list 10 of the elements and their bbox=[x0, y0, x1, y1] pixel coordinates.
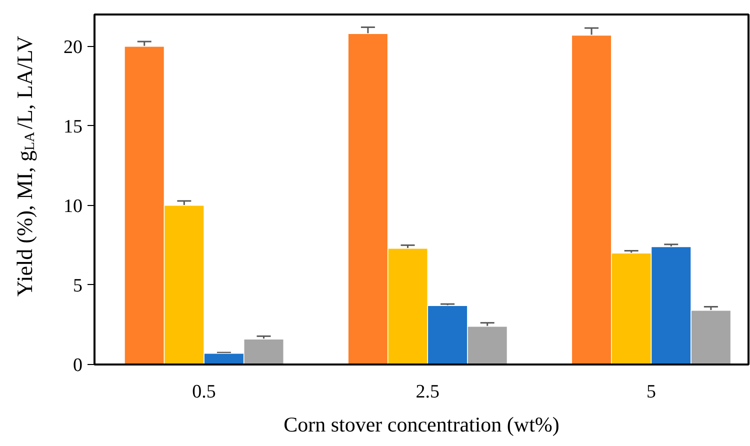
y-tick-label: 10 bbox=[64, 196, 82, 217]
x-axis-title: Corn stover concentration (wt%) bbox=[284, 412, 560, 436]
x-tick-label: 5 bbox=[646, 382, 656, 402]
y-tick-label: 15 bbox=[64, 116, 82, 138]
y-tick-label: 0 bbox=[73, 355, 82, 376]
y-axis-title: Yield (%), MI, gLA/L, LA/LV bbox=[12, 36, 38, 297]
x-tick-label: 0.5 bbox=[192, 382, 216, 402]
y-tick-label: 20 bbox=[64, 36, 82, 58]
y-tick-label: 5 bbox=[73, 275, 82, 296]
x-tick-label: 2.5 bbox=[416, 382, 440, 402]
